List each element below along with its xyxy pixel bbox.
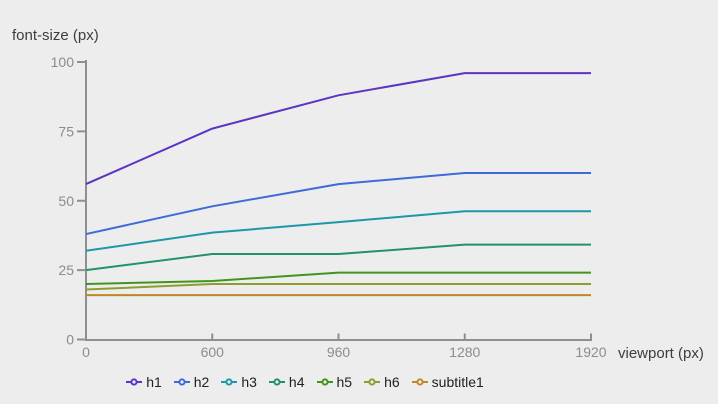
y-tick-label: 100 (51, 54, 75, 70)
legend-line-marker-icon (364, 378, 381, 386)
legend-item-subtitle1: subtitle1 (411, 374, 484, 390)
series-line-h2 (85, 172, 591, 236)
y-tick-label: 25 (58, 262, 74, 278)
series-line-h5 (85, 271, 591, 285)
legend-label: h4 (288, 374, 305, 390)
x-tick-label: 600 (201, 344, 225, 360)
legend-line-marker-icon (411, 378, 428, 386)
legend-item-h3: h3 (221, 375, 257, 389)
legend-line-marker-icon (268, 378, 285, 386)
y-tick-label: 0 (66, 332, 74, 348)
legend-line-marker-icon (316, 378, 333, 386)
legend-item-h4: h4 (268, 374, 305, 390)
legend-line-marker-icon (126, 378, 143, 386)
legend-item-h6: h6 (364, 375, 400, 389)
x-tick-label: 0 (82, 344, 90, 360)
series-line-h4 (85, 243, 591, 272)
series-line-h1 (85, 72, 591, 186)
legend-label: subtitle1 (431, 374, 484, 390)
legend-line-marker-icon (221, 378, 238, 386)
x-tick-label: 1280 (449, 344, 480, 360)
legend-label: h5 (336, 374, 353, 390)
legend-item-h5: h5 (316, 374, 353, 390)
legend-item-h1: h1 (126, 375, 162, 389)
legend-label: h6 (384, 374, 400, 390)
chart-legend: h1 h2 h3 h4 h5 h6 subtitle1 (0, 371, 610, 393)
legend-label: h2 (193, 374, 210, 390)
x-axis-title: viewport (px) (618, 345, 704, 362)
series-line-h6 (85, 283, 591, 291)
legend-line-marker-icon (173, 378, 190, 386)
y-tick-label: 50 (58, 193, 74, 209)
series-line-h3 (85, 210, 591, 252)
legend-label: h1 (146, 374, 162, 390)
x-tick-label: 1920 (575, 344, 606, 360)
legend-label: h3 (241, 374, 257, 390)
y-axis-title: font-size (px) (12, 27, 99, 44)
legend-item-h2: h2 (173, 374, 210, 390)
x-tick-label: 960 (327, 344, 351, 360)
y-tick-label: 75 (58, 123, 74, 139)
